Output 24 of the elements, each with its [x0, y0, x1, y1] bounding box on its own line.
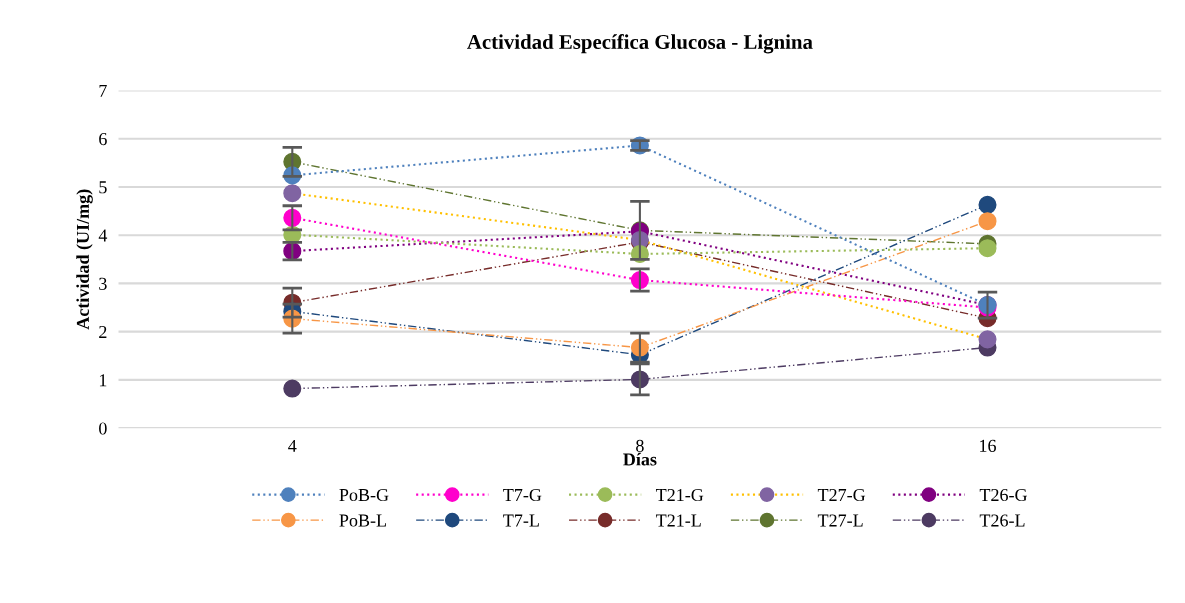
- x-axis-title: Días: [623, 452, 657, 466]
- legend-label: T7-L: [503, 514, 539, 527]
- legend-label: T21-L: [655, 514, 701, 527]
- y-tick-label: 4: [98, 229, 108, 242]
- y-tick-label: 3: [99, 277, 107, 290]
- legend-label: T26-G: [979, 488, 1028, 502]
- legend-label: PoB-G: [339, 488, 389, 502]
- x-tick-label: 16: [980, 439, 996, 452]
- legend-label: T27-L: [817, 514, 863, 527]
- legend-label: T27-G: [817, 488, 866, 502]
- y-tick-label: 1: [99, 374, 107, 387]
- y-tick-label: 2: [99, 325, 107, 338]
- y-tick-label: 6: [99, 133, 107, 146]
- x-tick-label: 4: [288, 439, 297, 452]
- legend-label: T7-G: [503, 488, 542, 502]
- legend-label: T26-L: [979, 514, 1025, 527]
- chart-title: Actividad Específica Glucosa - Lignina: [467, 34, 813, 54]
- y-tick-label: 5: [99, 181, 107, 194]
- y-tick-label: 0: [99, 422, 107, 435]
- y-tick-label: 7: [99, 84, 107, 97]
- y-axis-title: Actividad (UI/mg): [76, 189, 93, 330]
- x-tick-label: 8: [636, 439, 644, 452]
- legend-label: PoB-L: [339, 514, 386, 527]
- legend-label: T21-G: [655, 488, 704, 502]
